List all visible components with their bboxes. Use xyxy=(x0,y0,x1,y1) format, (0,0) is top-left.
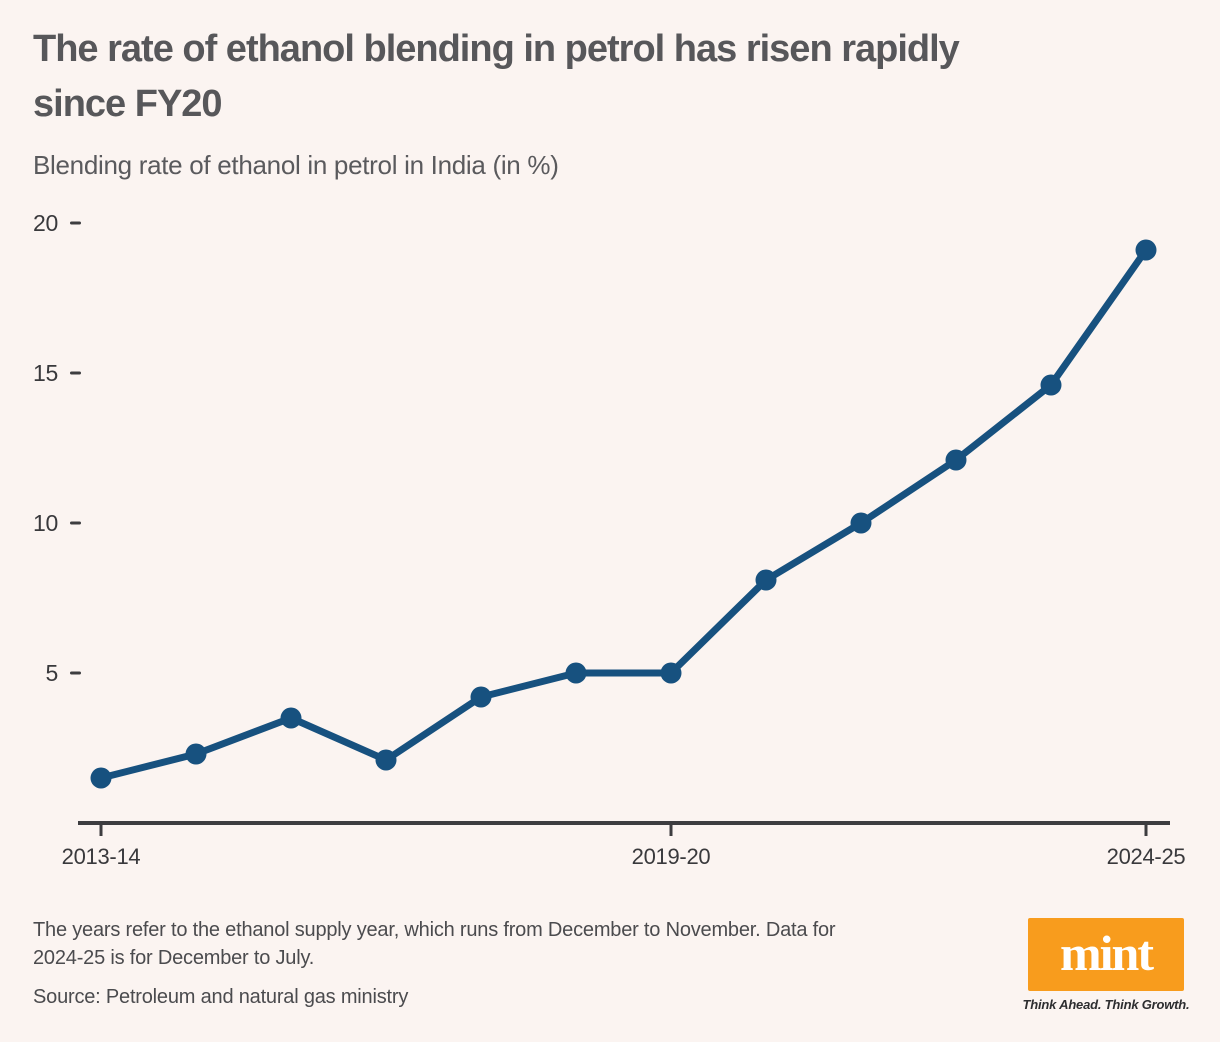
source-note: Source: Petroleum and natural gas minist… xyxy=(33,986,409,1008)
x-tick-label: 2019-20 xyxy=(632,844,711,869)
chart-title-line1: The rate of ethanol blending in petrol h… xyxy=(33,28,960,70)
data-point xyxy=(185,743,207,765)
mint-logo: mint xyxy=(1028,918,1184,991)
mint-tagline: Think Ahead. Think Growth. xyxy=(1022,997,1190,1012)
data-point xyxy=(565,662,587,684)
data-point xyxy=(375,749,397,771)
footnote-line1: The years refer to the ethanol supply ye… xyxy=(33,919,836,941)
y-tick-label: 20 xyxy=(33,210,58,236)
y-tick-mark xyxy=(70,371,81,375)
data-point xyxy=(470,686,492,708)
mint-wordmark: mint xyxy=(1060,924,1154,981)
y-tick-mark xyxy=(70,671,81,675)
chart-title: The rate of ethanol blending in petrol h… xyxy=(33,22,1153,132)
data-point xyxy=(1135,239,1157,261)
data-point xyxy=(90,767,112,789)
x-tick-label: 2013-14 xyxy=(62,844,141,869)
data-point xyxy=(850,512,872,534)
chart-title-line2: since FY20 xyxy=(33,83,223,125)
y-tick-mark xyxy=(70,521,81,525)
data-point xyxy=(755,569,777,591)
y-tick-label: 15 xyxy=(33,360,58,386)
data-point xyxy=(280,707,302,729)
data-point xyxy=(660,662,682,684)
y-tick-label: 10 xyxy=(33,510,58,536)
data-point xyxy=(1040,374,1062,396)
data-line xyxy=(97,246,1150,782)
chart-subtitle: Blending rate of ethanol in petrol in In… xyxy=(33,150,559,180)
data-point xyxy=(945,449,967,471)
y-tick-label: 5 xyxy=(46,660,59,686)
x-tick-label: 2024-25 xyxy=(1107,844,1186,869)
footnote: The years refer to the ethanol supply ye… xyxy=(33,916,1013,972)
y-tick-mark xyxy=(70,221,81,225)
footnote-line2: 2024-25 is for December to July. xyxy=(33,947,315,969)
